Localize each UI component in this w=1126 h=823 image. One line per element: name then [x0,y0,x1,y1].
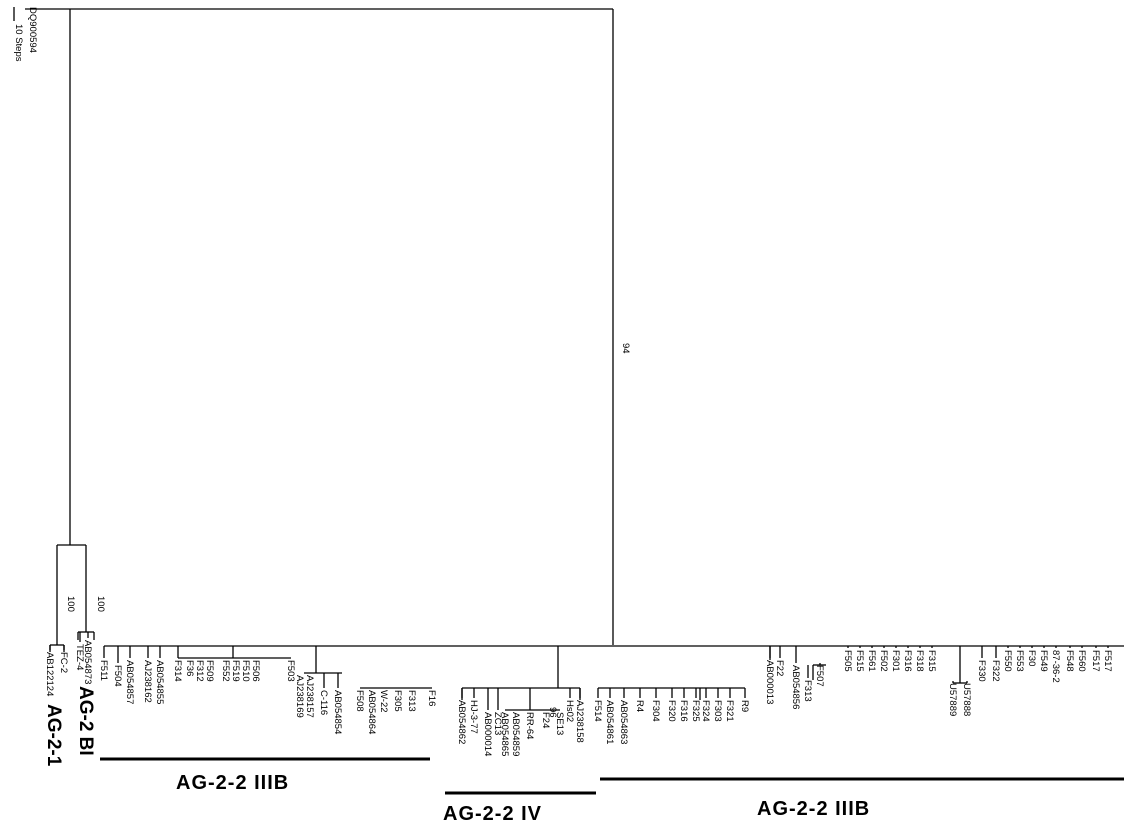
leaf-label: F313 [802,680,813,702]
leaf-label: F316 [902,650,913,672]
leaf-label: TEZ-4 [74,644,85,670]
leaf-label: F549 [1038,650,1049,672]
leaf-label: F511 [98,660,109,681]
leaf-label: F22 [774,660,785,676]
scale-bar-label: 10 Steps [13,24,24,62]
leaf-label: U57889 [947,683,958,716]
leaf-label: F508 [354,690,365,712]
leaf-label: F507 [814,665,825,687]
leaf-label: F36 [184,660,195,676]
leaf-label: F16 [426,690,437,706]
cluster-c-leaves: AB054861 AB054863 R4 F304 F320 F316 F325 F324 F3… [604,646,1113,744]
leaf-label: F514 [592,700,603,722]
leaf-label: F550 [1002,650,1013,672]
leaf-label: F320 [666,700,677,722]
leaf-label: F30 [1026,650,1037,666]
leaf-label: F316 [678,700,689,722]
leaf-label: F517 [1102,650,1113,672]
leaf-label: AB054857 [124,660,135,704]
leaf-label: F515 [854,650,865,672]
leaf-label: F560 [1076,650,1087,672]
scale-bar: 10 Steps [13,7,24,62]
leaf-label: R4 [634,700,645,712]
leaf-label: F330 [976,660,987,682]
leaf-label: AB054855 [154,660,165,704]
leaf-label: F314 [172,660,183,682]
inner-branches [177,646,967,711]
leaf-label: F305 [392,690,403,712]
leaf-label: F315 [926,650,937,672]
leaf-label: FC-2 [58,652,69,673]
leaf-label: F304 [650,700,661,722]
leaf-label: F553 [1014,650,1025,672]
leaf-label: F325 [690,700,701,722]
leaf-label: AB054861 [604,700,615,744]
bootstrap-agbi: 100 [95,596,106,612]
leaf-label: AB122124 [44,652,55,696]
bootstrap-ag22iv: 96 [547,707,558,718]
leaf-label: HJ-3-77 [468,700,479,734]
ag2-bi-label: AG-2 BI [75,686,96,756]
leaf-label: SE13 [554,712,565,735]
leaf-label: F318 [914,650,925,672]
leaf-label: F301 [890,650,901,672]
leaf-label: F313 [406,690,417,712]
leaf-label: F504 [112,665,123,687]
leaf-label: AJ238157 [304,675,315,718]
leaf-label: F561 [866,650,877,672]
leaf-label: AJ238162 [142,660,153,703]
leaf-label: ZC13 [492,712,503,735]
bootstrap-root: 94 [620,343,631,354]
leaf-label: AJ238158 [574,700,585,743]
leaf-label: F24 [540,712,551,728]
leaf-label: F548 [1064,650,1075,672]
leaf-label: F519 [230,660,241,682]
leaf-label: AB054873 [82,640,93,684]
bootstrap-ag21: 100 [65,596,76,612]
leaf-label: AB054859 [510,712,521,756]
leaf-label: F503 [285,660,296,682]
leaf-label: Hs02 [564,700,575,722]
leaf-label: AB054854 [332,690,343,734]
leaf-label: AB000014 [482,712,493,756]
leaf-label: AB000013 [764,660,775,704]
cluster-a-leaves: F511 F504 AB054857 AJ238162 AB054855 F314 F36 F… [98,646,437,734]
leaf-label: F509 [204,660,215,682]
leaf-label: W-22 [378,690,389,713]
group-label-b: AG-2-2 IV [443,803,542,823]
leaf-label: C-116 [318,690,329,715]
leaf-label: F517 [1090,650,1101,672]
leaf-label: F506 [250,660,261,682]
leaf-label: F552 [220,660,231,682]
ag2-1-label: AG-2-1 [43,704,64,767]
leaf-label: AB054865 [499,712,510,756]
leaf-label: AB054863 [618,700,629,744]
leaf-label: 87-36-2 [1050,650,1061,683]
leaf-label: R9 [739,700,750,712]
group-label-a: AG-2-2 IIIB [176,772,289,794]
leaf-label: F505 [842,650,853,672]
group-label-c: AG-2-2 IIIB [757,798,870,820]
leaf-label: F312 [194,660,205,682]
leaf-label: AB054864 [366,690,377,734]
leaf-label: F324 [700,700,711,722]
leaf-label: U57888 [961,683,972,716]
leaf-label: AJ238169 [294,675,305,718]
leaf-label: AB054856 [790,665,801,709]
outgroup-label: DQ900594 [27,7,38,53]
leaf-label: RR-64 [524,712,535,739]
leaf-label: F510 [240,660,251,682]
leaf-label: F322 [990,660,1001,682]
leaf-label: F303 [712,700,723,722]
leaf-label: F502 [878,650,889,672]
leaf-label: AB054862 [456,700,467,744]
leaf-label: F321 [724,700,735,722]
